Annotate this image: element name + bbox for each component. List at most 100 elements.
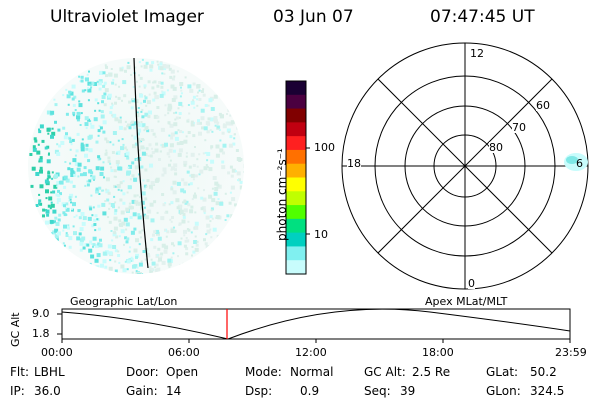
emission-pixel — [124, 120, 127, 123]
emission-pixel — [54, 234, 59, 239]
emission-pixel — [199, 121, 202, 125]
emission-pixel — [76, 118, 80, 122]
timeline-ytick-label: 9.0 — [32, 307, 50, 320]
emission-pixel — [212, 227, 217, 232]
emission-pixel — [101, 100, 104, 104]
emission-pixel — [177, 152, 182, 157]
emission-pixel — [128, 202, 131, 205]
emission-pixel — [71, 207, 73, 210]
emission-pixel — [198, 131, 202, 136]
colorbar-band — [286, 205, 306, 220]
emission-pixel — [176, 206, 180, 210]
emission-pixel — [227, 171, 231, 175]
emission-pixel — [42, 214, 45, 218]
emission-pixel — [114, 185, 117, 188]
emission-pixel — [70, 201, 72, 204]
emission-pixel — [29, 153, 33, 156]
emission-pixel — [59, 192, 62, 196]
emission-pixel — [149, 154, 153, 158]
emission-pixel — [169, 75, 173, 79]
emission-pixel — [71, 97, 75, 101]
emission-pixel — [230, 120, 235, 125]
emission-pixel — [134, 200, 139, 205]
emission-pixel — [105, 188, 108, 191]
emission-pixel — [208, 98, 213, 103]
emission-pixel — [224, 192, 227, 195]
emission-pixel — [123, 127, 127, 131]
emission-pixel — [85, 77, 89, 82]
emission-pixel — [113, 195, 116, 198]
lat-label-80: 80 — [489, 141, 503, 154]
emission-pixel — [126, 148, 129, 151]
emission-pixel — [178, 223, 181, 226]
emission-pixel — [185, 152, 188, 155]
emission-pixel — [233, 137, 236, 140]
emission-pixel — [170, 84, 175, 89]
emission-pixel — [110, 203, 115, 207]
emission-pixel — [170, 201, 174, 205]
emission-pixel — [192, 95, 196, 99]
emission-pixel — [150, 267, 154, 271]
emission-pixel — [140, 260, 143, 263]
emission-pixel — [67, 167, 71, 171]
glon-label: GLon: — [486, 384, 521, 398]
emission-pixel — [51, 131, 56, 136]
emission-pixel — [38, 199, 42, 203]
emission-pixel — [173, 226, 175, 229]
mlt-label-18: 18 — [347, 157, 361, 170]
emission-pixel — [137, 107, 140, 109]
emission-pixel — [123, 243, 125, 246]
emission-pixel — [205, 215, 210, 220]
emission-pixel — [125, 240, 129, 244]
emission-pixel — [90, 81, 95, 86]
emission-pixel — [190, 120, 194, 124]
emission-pixel — [122, 143, 125, 146]
emission-pixel — [202, 152, 205, 155]
emission-pixel — [187, 220, 190, 223]
emission-pixel — [144, 95, 146, 98]
emission-pixel — [136, 139, 141, 144]
emission-pixel — [65, 232, 68, 235]
emission-pixel — [166, 230, 170, 234]
emission-pixel — [47, 132, 50, 135]
emission-pixel — [143, 213, 147, 217]
emission-pixel — [200, 108, 205, 113]
emission-pixel — [65, 132, 68, 136]
emission-pixel — [50, 203, 55, 208]
emission-pixel — [231, 168, 236, 173]
emission-pixel — [169, 123, 174, 128]
emission-pixel — [129, 246, 132, 249]
emission-pixel — [207, 104, 210, 107]
glat-label: GLat: — [486, 365, 519, 379]
emission-pixel — [213, 191, 218, 196]
emission-pixel — [192, 82, 196, 86]
mlt-label-12: 12 — [470, 47, 484, 60]
emission-pixel — [187, 228, 191, 232]
colorbar-tick-label: 10 — [314, 228, 328, 241]
emission-pixel — [165, 235, 168, 238]
emission-pixel — [107, 93, 112, 98]
emission-pixel — [141, 138, 145, 141]
emission-pixel — [184, 76, 187, 79]
emission-pixel — [100, 166, 105, 171]
emission-pixel — [104, 152, 108, 156]
emission-pixel — [81, 89, 85, 93]
emission-pixel — [57, 194, 61, 198]
emission-pixel — [158, 158, 161, 161]
emission-pixel — [167, 112, 170, 115]
emission-pixel — [178, 101, 183, 106]
emission-pixel — [74, 109, 77, 111]
emission-pixel — [178, 112, 182, 115]
emission-pixel — [138, 201, 142, 206]
emission-pixel — [173, 95, 178, 100]
emission-pixel — [135, 271, 140, 274]
emission-pixel — [165, 210, 169, 214]
emission-pixel — [126, 170, 131, 175]
emission-pixel — [181, 178, 185, 182]
emission-pixel — [196, 158, 199, 161]
emission-pixel — [179, 82, 184, 86]
emission-pixel — [89, 83, 92, 86]
colorbar-gradient — [286, 81, 306, 275]
